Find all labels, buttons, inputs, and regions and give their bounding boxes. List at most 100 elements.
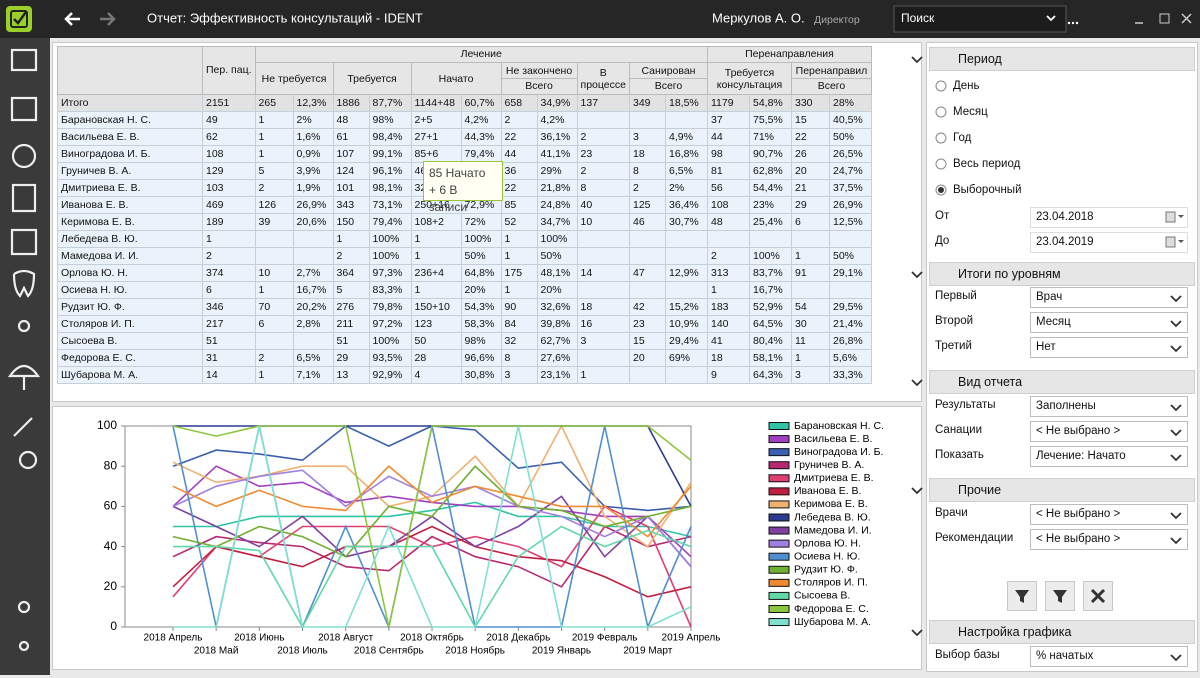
- nav-icon[interactable]: [12, 269, 36, 298]
- table-cell: [576, 247, 630, 265]
- remove-button[interactable]: [1083, 581, 1113, 611]
- x-tick-label: 2018 Октябрь: [400, 632, 464, 644]
- dropdown[interactable]: < Не выбрано >: [1030, 421, 1188, 442]
- table-cell: 343: [332, 196, 370, 214]
- table-cell: 2: [254, 179, 294, 197]
- legend-swatch: [768, 422, 790, 430]
- table-cell: 10: [576, 213, 630, 231]
- maximize-button[interactable]: [1159, 13, 1170, 24]
- close-button[interactable]: [1181, 13, 1192, 24]
- top-bar: Отчет: Эффективность консультаций - IDEN…: [0, 0, 1200, 38]
- add-filter-button[interactable]: [1007, 581, 1037, 611]
- chevron: [1170, 512, 1182, 520]
- nav-icon[interactable]: [10, 96, 38, 122]
- series-line: [173, 425, 692, 628]
- forward-button[interactable]: [100, 12, 116, 26]
- table-cell: 1179: [706, 94, 750, 112]
- legend-label: Барановская Н. С.: [794, 420, 884, 432]
- radio[interactable]: [935, 184, 947, 196]
- table-cell: Столяров И. П.: [57, 315, 203, 333]
- section-header[interactable]: Итоги по уровням: [911, 262, 1195, 286]
- radio[interactable]: [935, 132, 947, 144]
- nav-icon[interactable]: [10, 228, 38, 256]
- section-header[interactable]: Настройка графика: [911, 620, 1195, 644]
- more-dot[interactable]: [1067, 21, 1071, 25]
- table-cell: 1,9%: [292, 179, 334, 197]
- table-cell: 23,1%: [536, 366, 578, 384]
- table-cell: 6: [202, 281, 256, 299]
- nav-icon[interactable]: [10, 48, 38, 72]
- table-cell: 51: [332, 332, 370, 350]
- dropdown[interactable]: Врач: [1030, 287, 1188, 308]
- section-header[interactable]: Прочие: [911, 478, 1195, 502]
- x-tick-label: 2018 Июль: [277, 646, 328, 657]
- dropdown-arrow: [1170, 320, 1182, 328]
- radio[interactable]: [935, 106, 947, 118]
- nav-icon[interactable]: [17, 319, 31, 333]
- table-cell: 40: [576, 196, 630, 214]
- nav-icon[interactable]: [13, 417, 33, 437]
- dropdown[interactable]: Нет: [1030, 337, 1188, 358]
- dropdown[interactable]: < Не выбрано >: [1030, 504, 1188, 525]
- chevron: [1170, 537, 1182, 545]
- dropdown[interactable]: Заполнены: [1030, 396, 1188, 417]
- settings-icon[interactable]: [17, 600, 31, 614]
- table-cell: 1144+48: [410, 94, 462, 112]
- x-tick-label: 2019 Март: [623, 646, 672, 657]
- logo[interactable]: [6, 6, 32, 32]
- table-cell: 98,1%: [368, 179, 412, 197]
- legend-label: Орлова Ю. Н.: [794, 537, 861, 549]
- date-input[interactable]: 23.04.2018: [1030, 207, 1188, 228]
- table-cell: 71%: [748, 128, 792, 146]
- x-tick-label: 2018 Ноябрь: [445, 645, 505, 657]
- search-placeholder[interactable]: Поиск: [901, 11, 935, 25]
- user-icon[interactable]: [18, 640, 30, 652]
- calendar-button[interactable]: [1165, 236, 1185, 248]
- dropdown-arrow: [1170, 454, 1182, 462]
- table-cell: 24,8%: [536, 196, 578, 214]
- date-input[interactable]: 23.04.2019: [1030, 232, 1188, 253]
- legend-swatch: [768, 513, 790, 522]
- legend-label: Виноградова И. Б.: [794, 446, 883, 458]
- table-cell: [292, 332, 334, 350]
- table-cell: 39,8%: [536, 315, 578, 333]
- radio[interactable]: [935, 158, 947, 170]
- dropdown[interactable]: < Не выбрано >: [1030, 529, 1188, 550]
- search-dropdown[interactable]: [1046, 15, 1056, 22]
- search-box[interactable]: [893, 5, 1067, 33]
- collapse-toggle: [911, 271, 923, 279]
- x-tick-label: 2018 Май: [194, 646, 239, 657]
- field-label: Показать: [935, 449, 984, 461]
- table-cell: 23%: [748, 196, 792, 214]
- chevron: [1170, 429, 1182, 437]
- section-header[interactable]: Вид отчета: [911, 370, 1195, 394]
- dropdown[interactable]: Лечение: Начато: [1030, 446, 1188, 467]
- table-cell: 26,5%: [828, 145, 872, 163]
- more-dot: [1071, 21, 1075, 25]
- nav-icon[interactable]: [11, 183, 37, 213]
- table-cell: 70: [254, 298, 294, 316]
- table-cell: 25,4%: [748, 213, 792, 231]
- dropdown[interactable]: Месяц: [1030, 312, 1188, 333]
- table-cell: [628, 281, 666, 299]
- dropdown[interactable]: % начатых: [1030, 646, 1188, 667]
- nav-icon[interactable]: [18, 450, 38, 470]
- nav-icon[interactable]: [7, 364, 41, 390]
- radio[interactable]: [935, 80, 947, 92]
- table-cell: [576, 111, 630, 129]
- clear-filter-button[interactable]: [1045, 581, 1075, 611]
- calendar-button[interactable]: [1165, 211, 1185, 223]
- x-tick-label: 2018 Сентябрь: [354, 645, 424, 657]
- back-button[interactable]: [64, 12, 80, 26]
- x-tick-label: 2018 Август: [318, 633, 374, 644]
- table-cell: 50%: [828, 247, 872, 265]
- table-cell: 99,1%: [368, 145, 412, 163]
- table-cell: 93,5%: [368, 349, 412, 367]
- table-cell: 103: [202, 179, 256, 197]
- table-cell: 2: [254, 349, 294, 367]
- nav-icon[interactable]: [11, 143, 37, 169]
- chevron: [1170, 454, 1182, 462]
- section-header[interactable]: Период: [911, 47, 1195, 71]
- table-cell: Осиева Н. Ю.: [57, 281, 203, 299]
- table-cell: 97,3%: [368, 264, 412, 282]
